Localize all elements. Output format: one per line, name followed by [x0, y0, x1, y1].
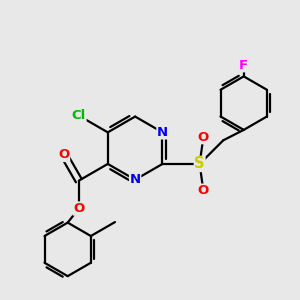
Text: N: N — [130, 173, 141, 186]
Text: O: O — [198, 184, 209, 197]
Text: O: O — [58, 148, 70, 161]
Text: F: F — [239, 59, 248, 72]
Text: Cl: Cl — [72, 109, 86, 122]
Text: O: O — [73, 202, 85, 215]
Text: O: O — [198, 131, 209, 144]
Text: S: S — [194, 156, 205, 171]
Text: N: N — [157, 126, 168, 139]
